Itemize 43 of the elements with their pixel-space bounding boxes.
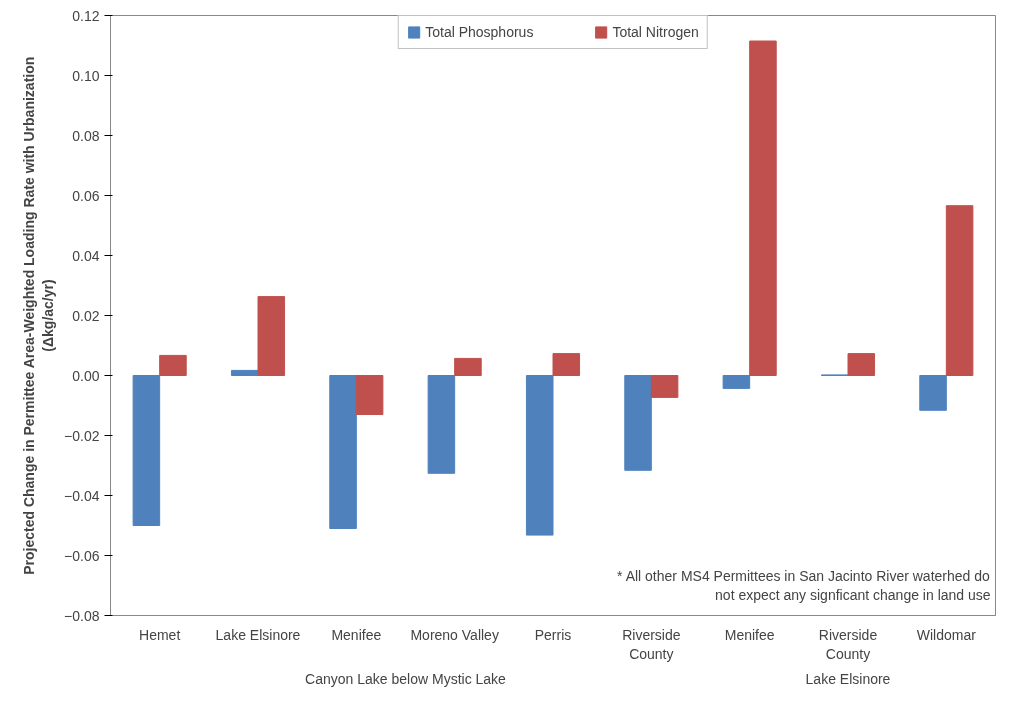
bar — [427, 375, 456, 474]
x-tick-label: Lake Elsinore — [215, 626, 301, 643]
bar — [230, 369, 259, 376]
y-tick-label: −0.08 — [64, 607, 100, 624]
bar — [650, 375, 679, 398]
y-tick-label: 0.08 — [72, 127, 100, 144]
x-tick-label: Menifee — [331, 626, 382, 643]
bar — [749, 40, 777, 376]
text: Lake Elsinore — [805, 670, 891, 687]
bar — [624, 375, 652, 471]
bar — [847, 353, 876, 376]
bar — [257, 296, 286, 376]
bar — [454, 357, 482, 376]
x-tick-label: Riverside County — [622, 626, 681, 662]
x-tick-label: Hemet — [139, 626, 181, 643]
bar — [552, 353, 581, 376]
bar — [722, 375, 751, 389]
y-axis-title: Projected Change in Permittee Area-Weighted Loading Rate with Urbanization (Δkg/ac/yr) — [20, 56, 57, 575]
text: Canyon Lake below Mystic Lake — [305, 670, 507, 687]
y-tick-label: 0.12 — [72, 7, 100, 24]
legend-label: Total Phosphorus — [425, 24, 534, 40]
x-tick-label: Riverside County — [818, 626, 878, 662]
x-tick-label: Wildomar — [916, 626, 977, 643]
y-tick-label: −0.06 — [64, 547, 100, 564]
bar — [159, 354, 187, 376]
y-tick-label: 0.04 — [72, 247, 100, 264]
bar — [945, 205, 974, 376]
legend-label: Total Nitrogen — [612, 24, 699, 40]
bar — [525, 375, 554, 536]
y-tick-label: 0.10 — [72, 67, 100, 84]
y-tick-label: 0.00 — [72, 367, 100, 384]
annotation: * All other MS4 Permittees in San Jacinto River waterhed do not expect any signficant change in land use — [617, 568, 991, 604]
bar — [355, 375, 384, 415]
y-tick-label: 0.02 — [72, 307, 100, 324]
x-tick-label: Perris — [534, 626, 572, 643]
x-tick-label: Moreno Valley — [410, 626, 499, 643]
y-tick-label: −0.04 — [64, 487, 100, 504]
bar — [919, 375, 947, 411]
x-tick-label: Menifee — [724, 626, 775, 643]
bar — [132, 375, 161, 526]
y-tick-label: −0.02 — [64, 427, 100, 444]
bar — [329, 375, 357, 529]
y-tick-label: 0.06 — [72, 187, 100, 204]
